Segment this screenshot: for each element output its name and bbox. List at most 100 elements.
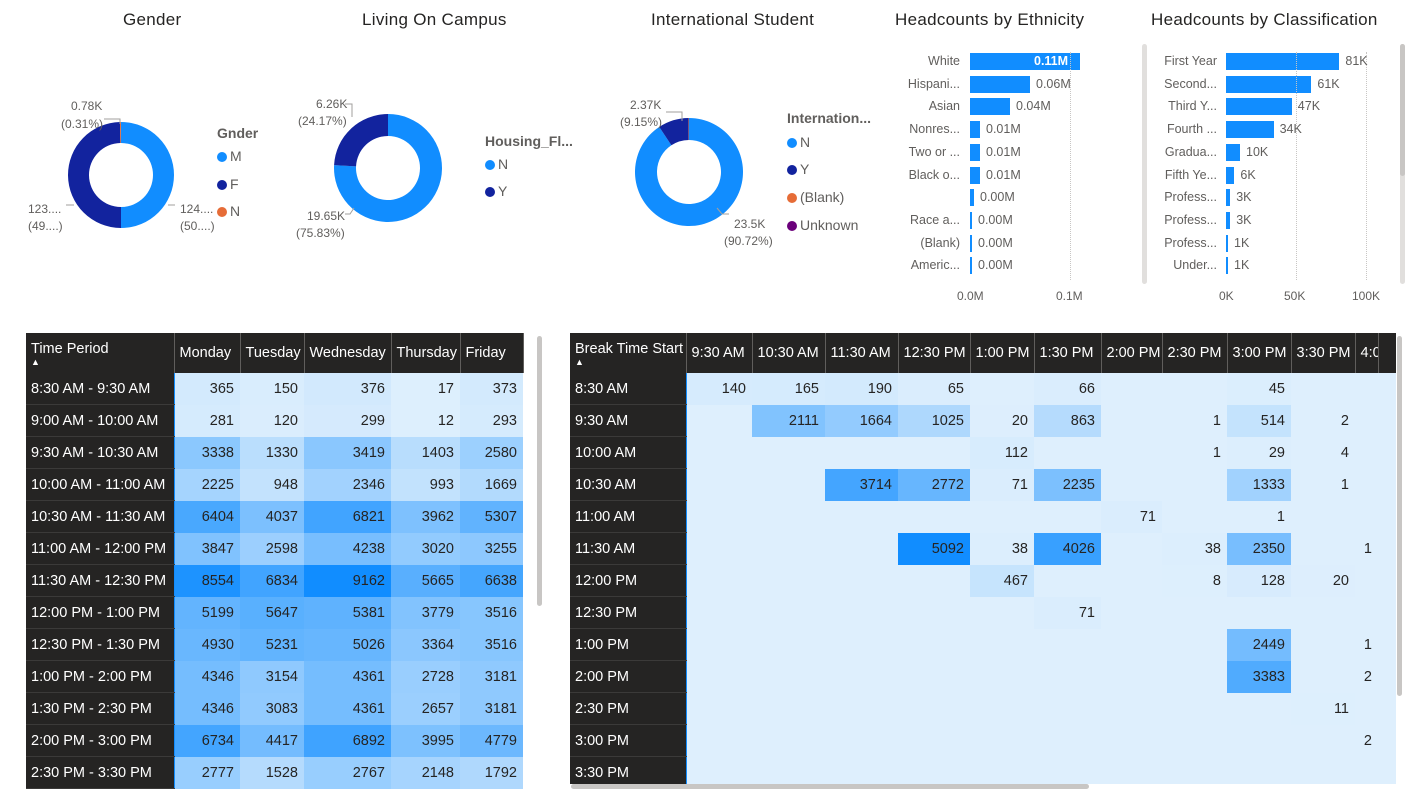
break-time-cell[interactable] (1227, 756, 1291, 784)
break-time-cell[interactable] (898, 596, 970, 629)
time-period-cell[interactable]: 1669 (460, 468, 523, 501)
time-period-column-header[interactable]: Thursday (391, 333, 461, 373)
classification-scrollbar-thumb[interactable] (1400, 44, 1405, 176)
break-time-cell[interactable] (970, 756, 1034, 784)
time-period-cell[interactable]: 5307 (460, 500, 523, 533)
time-period-cell[interactable]: 1330 (240, 436, 304, 469)
time-period-cell[interactable]: 4346 (174, 660, 240, 693)
break-time-cell[interactable]: 1 (1162, 436, 1227, 469)
time-period-cell[interactable]: 365 (174, 373, 240, 405)
time-period-column-header[interactable]: Monday (174, 333, 241, 373)
break-time-cell[interactable]: 3383 (1227, 660, 1291, 693)
break-time-cell[interactable] (752, 724, 825, 757)
time-period-row-header[interactable]: 2:30 PM - 3:30 PM (26, 756, 175, 789)
break-time-cell[interactable] (970, 500, 1034, 533)
time-period-cell[interactable]: 4779 (460, 724, 523, 757)
time-period-row-header[interactable]: 9:00 AM - 10:00 AM (26, 404, 175, 437)
break-time-cell[interactable]: 3714 (825, 468, 898, 501)
break-time-cell[interactable] (1291, 628, 1355, 661)
time-period-cell[interactable]: 4361 (304, 660, 391, 693)
time-period-cell[interactable]: 3364 (391, 628, 460, 661)
break-time-cell[interactable] (752, 564, 825, 597)
international-legend-y[interactable]: Y (787, 161, 809, 177)
break-time-cell[interactable] (825, 628, 898, 661)
break-time-cell[interactable] (1101, 628, 1162, 661)
break-time-cell[interactable] (1162, 692, 1227, 725)
break-time-cell[interactable]: 71 (970, 468, 1034, 501)
break-time-cell[interactable]: 20 (970, 404, 1034, 437)
break-time-cell[interactable] (1291, 596, 1355, 629)
break-time-cell[interactable] (1355, 692, 1378, 725)
break-time-cell[interactable] (752, 532, 825, 565)
bar[interactable] (1226, 53, 1340, 70)
time-period-cell[interactable]: 1528 (240, 756, 304, 789)
break-time-cell[interactable] (1034, 564, 1101, 597)
bar[interactable] (970, 211, 972, 229)
break-time-cell[interactable] (1034, 660, 1101, 693)
time-period-cell[interactable]: 3338 (174, 436, 240, 469)
break-time-cell[interactable] (1162, 628, 1227, 661)
break-time-cell[interactable]: 8 (1162, 564, 1227, 597)
international-donut[interactable] (635, 118, 743, 231)
break-time-cell[interactable]: 2 (1355, 660, 1378, 693)
break-time-row-header[interactable]: 3:30 PM (570, 756, 687, 784)
time-period-cell[interactable]: 2657 (391, 692, 460, 725)
break-time-cell[interactable] (898, 628, 970, 661)
break-time-cell[interactable] (1227, 596, 1291, 629)
time-period-cell[interactable]: 1792 (460, 756, 523, 789)
break-time-cell[interactable] (1101, 596, 1162, 629)
break-time-row-header[interactable]: 12:00 PM (570, 564, 687, 597)
break-time-cell[interactable]: 11 (1291, 692, 1355, 725)
break-time-cell[interactable]: 20 (1291, 564, 1355, 597)
time-period-cell[interactable]: 2728 (391, 660, 460, 693)
break-time-cell[interactable]: 2235 (1034, 468, 1101, 501)
bar[interactable] (970, 75, 1030, 93)
time-period-cell[interactable]: 5199 (174, 596, 240, 629)
break-time-cell[interactable] (1162, 468, 1227, 501)
time-period-row-header[interactable]: 12:30 PM - 1:30 PM (26, 628, 175, 661)
break-time-cell[interactable] (1101, 660, 1162, 693)
break-time-cell[interactable] (1101, 404, 1162, 437)
time-period-row-header[interactable]: 11:30 AM - 12:30 PM (26, 564, 175, 597)
break-time-cell[interactable] (1162, 500, 1227, 533)
bar[interactable] (1226, 166, 1235, 184)
break-time-cell[interactable] (1034, 724, 1101, 757)
break-time-cell[interactable] (686, 564, 752, 597)
break-time-cell[interactable] (1291, 724, 1355, 757)
donut-slice[interactable] (121, 122, 174, 228)
break-time-cell[interactable]: 112 (970, 436, 1034, 469)
break-time-cell[interactable]: 2 (1291, 404, 1355, 437)
sort-ascending-icon[interactable]: ▲ (31, 357, 40, 367)
break-time-cell[interactable] (1291, 500, 1355, 533)
time-period-cell[interactable]: 2225 (174, 468, 240, 501)
break-time-column-header[interactable]: 10:30 AM (752, 333, 826, 373)
break-time-cell[interactable] (686, 756, 752, 784)
break-time-cell[interactable] (686, 692, 752, 725)
bar[interactable] (970, 121, 980, 139)
break-time-cell[interactable] (825, 660, 898, 693)
break-time-cell[interactable] (1291, 660, 1355, 693)
time-period-cell[interactable]: 2148 (391, 756, 460, 789)
break-time-cell[interactable] (1034, 436, 1101, 469)
break-time-cell[interactable] (1355, 756, 1378, 784)
time-period-cell[interactable]: 4238 (304, 532, 391, 565)
break-time-cell[interactable] (686, 404, 752, 437)
break-time-cell[interactable] (752, 468, 825, 501)
break-time-cell[interactable]: 38 (970, 532, 1034, 565)
break-time-cell[interactable] (1034, 628, 1101, 661)
time-period-cell[interactable]: 3020 (391, 532, 460, 565)
break-time-cell[interactable] (825, 596, 898, 629)
time-period-cell[interactable]: 12 (391, 404, 460, 437)
break-time-cell[interactable]: 65 (898, 373, 970, 405)
break-time-cell[interactable] (825, 532, 898, 565)
bar[interactable] (1226, 234, 1228, 252)
ethnicity-scrollbar[interactable] (1142, 44, 1147, 284)
time-period-cell[interactable]: 2598 (240, 532, 304, 565)
break-time-cell[interactable] (1355, 500, 1378, 533)
break-time-cell[interactable]: 38 (1162, 532, 1227, 565)
bar[interactable] (970, 234, 972, 252)
time-period-cell[interactable]: 3083 (240, 692, 304, 725)
break-time-cell[interactable]: 1333 (1227, 468, 1291, 501)
time-period-cell[interactable]: 6734 (174, 724, 240, 757)
time-period-cell[interactable]: 17 (391, 373, 460, 405)
